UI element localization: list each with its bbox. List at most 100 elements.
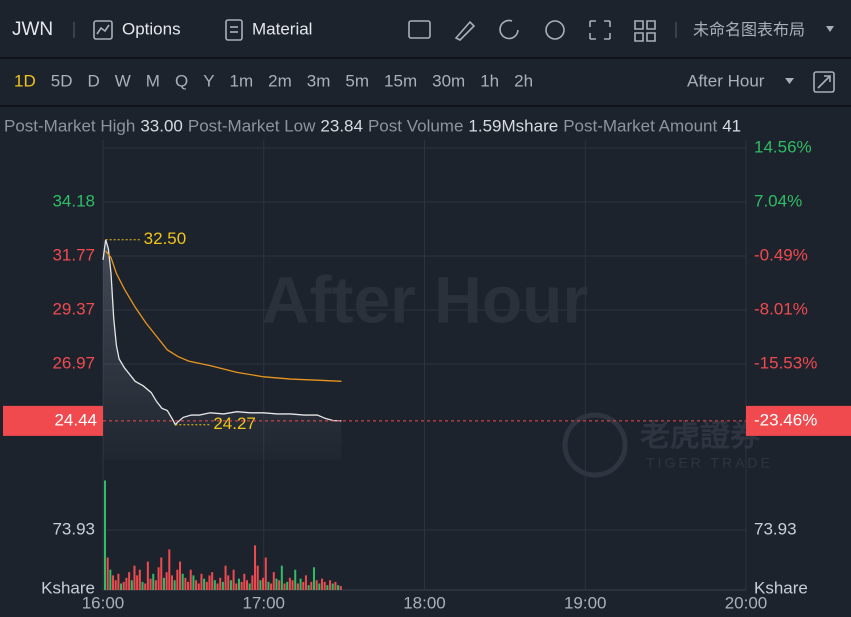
volume-bar xyxy=(264,557,267,590)
volume-bar xyxy=(114,580,117,590)
period-tab[interactable]: 2h xyxy=(514,71,533,90)
y-tick-label: 26.97 xyxy=(52,354,95,373)
period-tab[interactable]: Y xyxy=(203,71,214,90)
volume-bar xyxy=(162,577,165,590)
y-tick-label: 29.37 xyxy=(52,300,95,319)
period-tab[interactable]: M xyxy=(146,71,160,90)
x-tick-label: 16:00 xyxy=(82,593,125,612)
volume-unit: Kshare xyxy=(41,578,95,597)
period-tab[interactable]: 30m xyxy=(432,71,465,90)
volume-bar xyxy=(184,577,187,590)
y2-tick-label: -0.49% xyxy=(754,246,808,265)
period-tab[interactable]: 5D xyxy=(51,71,73,90)
period-tab[interactable]: 5m xyxy=(345,71,369,90)
volume-bar xyxy=(256,565,259,590)
chart: 16:00 17:00 18:00 19:00 20:00 34.18 31.77 29.37… xyxy=(3,137,851,612)
period-tab[interactable]: 1h xyxy=(480,71,499,90)
material-button[interactable]: Material xyxy=(225,19,312,41)
period-tab[interactable]: 15m xyxy=(384,71,417,90)
stat-label: Post-Market High xyxy=(4,116,135,135)
volume-bar xyxy=(259,580,262,590)
volume-bar xyxy=(154,580,157,590)
volume-bar xyxy=(219,577,222,590)
volume-bar xyxy=(248,583,251,590)
draw-icon[interactable] xyxy=(454,20,476,41)
period-tab[interactable]: W xyxy=(115,71,131,90)
volume-bar xyxy=(321,578,324,590)
volume-tick-label: 73.93 xyxy=(754,519,797,538)
volume-bar xyxy=(200,573,203,590)
stats-row: Post-Market High 33.00 Post-Market Low 23.8… xyxy=(4,116,741,135)
volume-bar xyxy=(165,572,168,590)
indicator-icon[interactable] xyxy=(408,20,431,39)
volume-bar xyxy=(318,583,321,590)
session-select[interactable]: After Hour xyxy=(687,71,765,90)
volume-bar xyxy=(157,567,160,590)
period-tab[interactable]: Q xyxy=(175,71,188,90)
volume-bar xyxy=(189,569,192,590)
volume-bar xyxy=(149,578,152,590)
volume-bar xyxy=(176,569,179,590)
volume-bar xyxy=(304,575,307,590)
volume-bar xyxy=(203,578,206,590)
volume-bar xyxy=(291,580,294,590)
volume-bar xyxy=(117,573,120,590)
options-label: Options xyxy=(122,19,181,38)
watermark: After Hour xyxy=(262,262,588,336)
y2-tick-label: -15.53% xyxy=(754,354,817,373)
period-tab[interactable]: 2m xyxy=(268,71,292,90)
volume-bar xyxy=(323,581,326,590)
options-button[interactable]: Options xyxy=(93,19,181,40)
volume-bar xyxy=(337,585,340,590)
volume-bar xyxy=(104,480,107,590)
x-tick-label: 20:00 xyxy=(725,593,768,612)
volume-bar xyxy=(334,581,337,590)
volume-bar xyxy=(229,580,232,590)
volume-bar xyxy=(179,561,182,590)
symbol[interactable]: JWN xyxy=(12,19,53,40)
period-tab[interactable]: 3m xyxy=(307,71,331,90)
expand-icon[interactable] xyxy=(813,71,835,93)
volume-bar xyxy=(168,549,171,590)
volume-bar xyxy=(296,583,299,590)
stat-value: 1.59Mshare xyxy=(468,116,558,135)
volume-bar xyxy=(272,572,275,590)
volume-bar xyxy=(288,577,291,590)
layout-name[interactable]: 未命名图表布局 xyxy=(693,21,805,39)
volume-bar xyxy=(243,573,246,590)
price-area xyxy=(103,239,342,460)
reset-icon[interactable] xyxy=(499,19,519,40)
period-tab[interactable]: 1m xyxy=(230,71,254,90)
volume-bar xyxy=(197,583,200,590)
volume-bar xyxy=(112,575,115,590)
layout-icon[interactable] xyxy=(634,20,656,42)
volume-bar xyxy=(262,577,265,590)
volume-bar xyxy=(232,569,235,590)
volume-bar xyxy=(326,585,329,590)
volume-bar xyxy=(146,561,149,590)
annotation-label: 32.50 xyxy=(144,229,187,248)
settings-icon[interactable] xyxy=(545,20,565,40)
volume-bar xyxy=(240,581,243,590)
volume-bar xyxy=(312,567,315,590)
volume-bar xyxy=(237,578,240,590)
volume-bar xyxy=(294,569,297,590)
x-tick-label: 17:00 xyxy=(242,593,285,612)
volume-bar xyxy=(286,581,289,590)
period-tab[interactable]: 1D xyxy=(14,71,36,90)
stat-label: Post-Market Low xyxy=(188,116,316,135)
volume-tick-label: 73.93 xyxy=(52,519,95,538)
fullscreen-icon[interactable] xyxy=(589,20,611,40)
stat-value: 41 xyxy=(722,116,741,135)
period-bar: 1D 5D D W M Q Y 1m 2m 3m 5m 15m 30m 1h 2h xyxy=(14,71,533,90)
volume-bar xyxy=(283,583,286,590)
volume-bar xyxy=(208,575,211,590)
volume-bar xyxy=(170,575,173,590)
volume-bar xyxy=(213,580,216,590)
period-tab[interactable]: D xyxy=(87,71,99,90)
volume-bar xyxy=(122,581,125,590)
volume-bar xyxy=(216,583,219,590)
y2-tick-label: 7.04% xyxy=(754,191,802,210)
